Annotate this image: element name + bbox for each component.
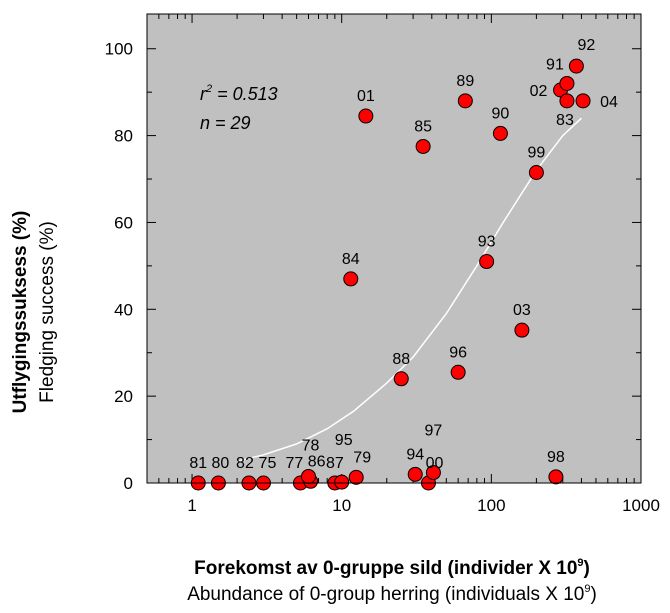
data-point-93 <box>479 254 495 270</box>
point-label-88: 88 <box>392 351 410 368</box>
y-axis-label-secondary: Fledging success (%) <box>37 221 58 403</box>
point-label-78: 78 <box>302 437 320 454</box>
data-point-88 <box>393 371 409 387</box>
r-squared-annotation: r2 = 0.513 <box>200 83 278 104</box>
data-point-95 <box>334 474 350 490</box>
data-point-94 <box>407 466 423 482</box>
y-tick-label: 100 <box>105 40 133 59</box>
point-label-02: 02 <box>530 83 548 100</box>
data-point-91 <box>559 75 575 91</box>
point-label-94: 94 <box>406 446 424 463</box>
y-tick-labels: 0 20 40 60 80 100 <box>105 40 133 493</box>
point-label-85: 85 <box>414 118 432 135</box>
point-label-80: 80 <box>212 455 230 472</box>
r-squared-base: r <box>200 84 207 104</box>
point-label-81: 81 <box>189 455 207 472</box>
point-label-75: 75 <box>259 455 277 472</box>
data-point-83 <box>559 93 575 109</box>
y-tick-label: 80 <box>114 127 133 146</box>
data-point-96 <box>450 364 466 380</box>
data-point-79 <box>348 469 364 485</box>
point-label-98: 98 <box>547 449 565 466</box>
data-point-85 <box>415 138 431 154</box>
data-point-97 <box>425 465 441 481</box>
point-label-91: 91 <box>546 56 564 73</box>
plot-frame <box>146 13 642 484</box>
point-label-99: 99 <box>528 145 546 162</box>
point-label-95: 95 <box>335 432 353 449</box>
point-label-90: 90 <box>492 105 510 122</box>
point-label-03: 03 <box>513 302 531 319</box>
point-label-84: 84 <box>342 251 360 268</box>
data-point-01 <box>358 108 374 124</box>
x-tick-label: 1 <box>187 496 196 515</box>
data-point-04 <box>575 93 591 109</box>
y-tick-label: 40 <box>114 300 133 319</box>
point-label-82: 82 <box>236 455 254 472</box>
point-label-86: 86 <box>308 453 326 470</box>
data-point-78 <box>300 468 316 484</box>
x-tick-label: 10 <box>332 496 351 515</box>
r-squared-value: = 0.513 <box>212 84 278 104</box>
x-axis-label-secondary: Abundance of 0-group herring (individual… <box>187 583 597 605</box>
point-label-97: 97 <box>425 423 443 440</box>
y-axis-label-primary: Utflygingssuksess (%) <box>10 211 31 414</box>
n-annotation: n = 29 <box>200 113 251 133</box>
x-axis-label-primary: Forekomst av 0-gruppe sild (individer X … <box>194 557 590 579</box>
x-tick-label: 100 <box>477 496 505 515</box>
point-label-93: 93 <box>478 234 496 251</box>
data-point-90 <box>492 125 508 141</box>
data-point-89 <box>457 93 473 109</box>
r-squared-exponent: 2 <box>205 83 212 95</box>
data-point-99 <box>528 165 544 181</box>
point-label-79: 79 <box>353 449 371 466</box>
point-label-96: 96 <box>449 344 467 361</box>
x-tick-label: 1000 <box>622 496 660 515</box>
data-point-92 <box>568 58 584 74</box>
point-label-77: 77 <box>286 455 304 472</box>
point-label-00: 00 <box>426 455 444 472</box>
data-point-98 <box>548 469 564 485</box>
point-label-01: 01 <box>357 88 375 105</box>
y-tick-label: 20 <box>114 387 133 406</box>
y-tick-label: 0 <box>124 474 133 493</box>
data-point-84 <box>343 271 359 287</box>
point-label-83: 83 <box>556 112 574 129</box>
data-point-03 <box>514 322 530 338</box>
point-label-87: 87 <box>326 455 344 472</box>
point-label-89: 89 <box>456 73 474 90</box>
x-tick-labels: 1 10 100 1000 <box>187 496 660 515</box>
point-label-92: 92 <box>577 37 595 54</box>
point-label-04: 04 <box>600 94 618 111</box>
y-tick-label: 60 <box>114 213 133 232</box>
